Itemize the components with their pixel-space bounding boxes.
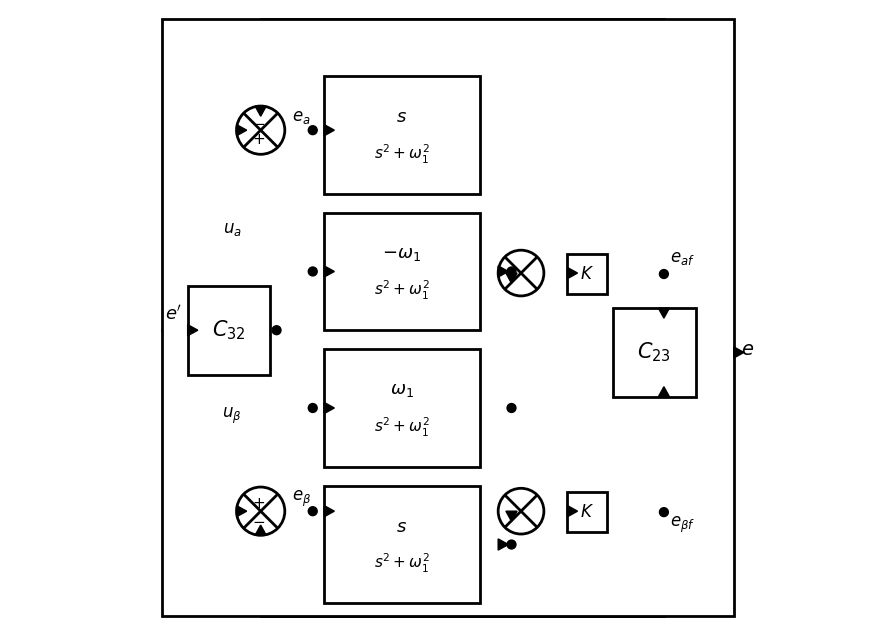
Circle shape (308, 126, 317, 135)
Circle shape (498, 250, 544, 296)
Text: $-$: $-$ (252, 513, 264, 528)
Text: $+$: $+$ (252, 496, 264, 511)
Bar (567, 492, 607, 532)
Circle shape (659, 508, 668, 517)
Polygon shape (255, 106, 266, 116)
Polygon shape (498, 539, 508, 550)
Text: $\omega_1$: $\omega_1$ (390, 381, 414, 399)
Text: $C_{32}$: $C_{32}$ (212, 318, 246, 342)
Text: $s^2+\omega_1^2$: $s^2+\omega_1^2$ (374, 142, 430, 166)
Polygon shape (324, 403, 334, 413)
Bar (324, 76, 479, 194)
Polygon shape (659, 308, 669, 318)
Circle shape (659, 269, 668, 278)
Bar (187, 286, 271, 375)
Circle shape (498, 488, 544, 534)
Circle shape (308, 404, 317, 413)
Circle shape (237, 487, 285, 535)
Text: $e_{\beta}$: $e_{\beta}$ (292, 488, 312, 509)
Polygon shape (324, 124, 334, 136)
Text: $e_a$: $e_a$ (292, 109, 311, 126)
Text: $K$: $K$ (581, 265, 594, 283)
Text: $K$: $K$ (581, 503, 594, 521)
Polygon shape (324, 505, 334, 517)
Bar (324, 213, 479, 330)
Polygon shape (734, 347, 744, 358)
Text: $u_{\beta}$: $u_{\beta}$ (222, 406, 242, 426)
Bar (324, 349, 479, 467)
Text: $s$: $s$ (396, 108, 408, 126)
Circle shape (507, 267, 516, 276)
Circle shape (308, 267, 317, 276)
Text: $+$: $+$ (252, 132, 264, 147)
Circle shape (507, 404, 516, 413)
Bar (324, 486, 479, 603)
Text: $e_{af}$: $e_{af}$ (670, 249, 695, 267)
Polygon shape (567, 505, 578, 517)
Circle shape (237, 106, 285, 154)
Text: $-\omega_1$: $-\omega_1$ (383, 244, 421, 263)
Polygon shape (237, 124, 246, 136)
Text: $e$: $e$ (741, 340, 754, 359)
Circle shape (308, 507, 317, 516)
Polygon shape (324, 266, 334, 277)
Text: $-$: $-$ (252, 115, 264, 130)
Text: $e'$: $e'$ (166, 305, 183, 324)
Text: $s^2+\omega_1^2$: $s^2+\omega_1^2$ (374, 415, 430, 439)
Circle shape (507, 540, 516, 549)
Polygon shape (567, 267, 578, 279)
Polygon shape (255, 525, 266, 535)
Text: $u_a$: $u_a$ (222, 220, 242, 237)
Text: $s$: $s$ (396, 518, 408, 536)
Polygon shape (506, 511, 517, 521)
Polygon shape (506, 273, 517, 283)
Text: $C_{23}$: $C_{23}$ (637, 340, 671, 364)
Polygon shape (237, 505, 246, 517)
Bar (567, 254, 607, 294)
Bar (613, 308, 695, 397)
Circle shape (272, 326, 281, 335)
Polygon shape (187, 324, 198, 336)
Text: $e_{\beta f}$: $e_{\beta f}$ (670, 515, 695, 535)
Text: $s^2+\omega_1^2$: $s^2+\omega_1^2$ (374, 279, 430, 302)
Text: $s^2+\omega_1^2$: $s^2+\omega_1^2$ (374, 552, 430, 575)
Polygon shape (498, 266, 508, 277)
Polygon shape (659, 387, 669, 397)
